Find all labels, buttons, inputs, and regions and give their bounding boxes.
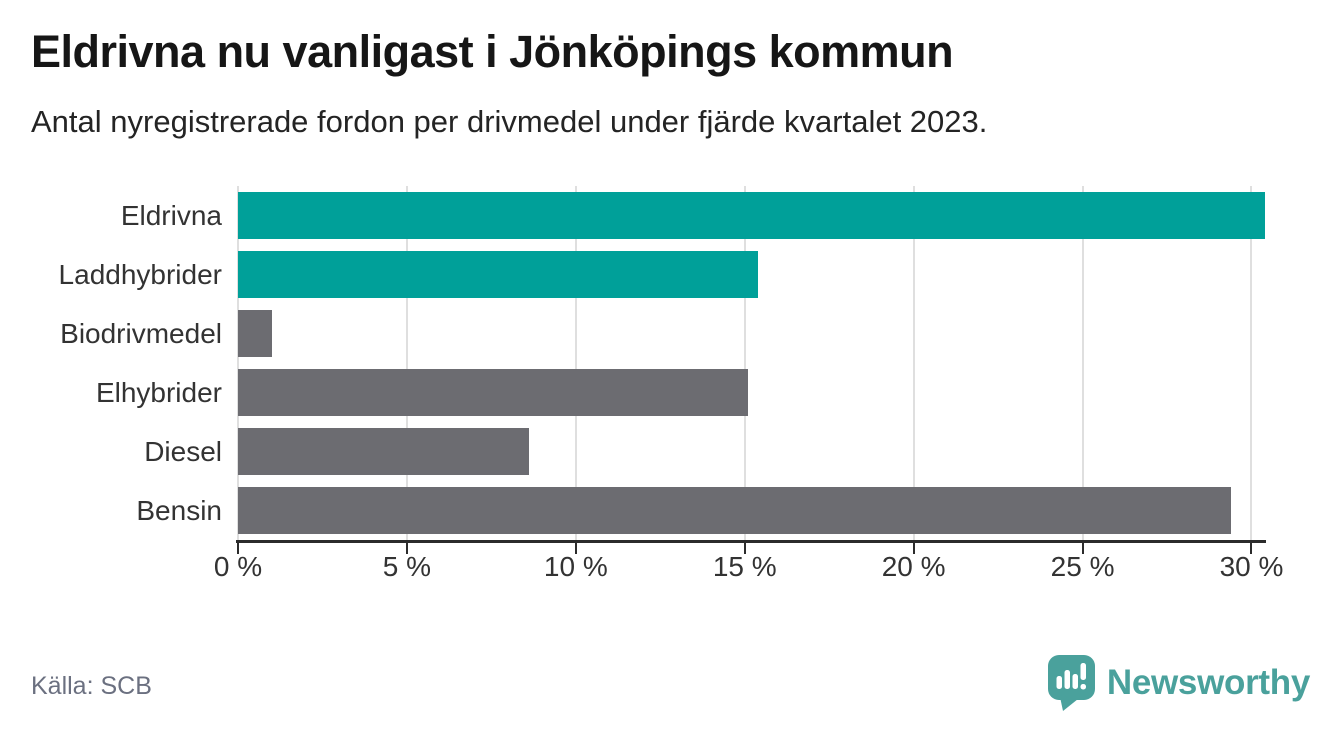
category-label: Bensin [136, 494, 222, 526]
tick-label: 20 % [881, 551, 946, 582]
tick-label: 15 % [712, 551, 777, 582]
gridline [237, 186, 239, 540]
gridline [912, 186, 915, 540]
category-label: Diesel [144, 435, 222, 467]
gridline [405, 186, 408, 540]
tick-mark [912, 543, 915, 554]
tick-label: 25 % [1050, 551, 1115, 582]
x-axis-line [236, 540, 1266, 543]
tick-mark [1081, 543, 1084, 554]
category-label: Laddhybrider [58, 258, 222, 290]
bar-chart-plot-area [237, 186, 1265, 540]
category-label: Elhybrider [95, 376, 222, 408]
gridline [1250, 186, 1253, 540]
tick-label: 10 % [543, 551, 608, 582]
source-label: Källa: SCB [31, 672, 152, 700]
category-label: Eldrivna [120, 199, 222, 231]
tick-label: 5 % [382, 551, 432, 582]
category-label: Biodrivmedel [60, 317, 222, 349]
newsworthy-logo: Newsworthy [1047, 654, 1310, 712]
page-title: Eldrivna nu vanligast i Jönköpings kommu… [31, 26, 954, 77]
tick-mark [237, 543, 239, 554]
newsworthy-bubble-chart-icon [1047, 655, 1095, 711]
tick-mark [743, 543, 746, 554]
tick-mark [405, 543, 408, 554]
bar-diesel [238, 428, 529, 475]
bar-bensin [238, 487, 1232, 534]
category-labels: Eldrivna Laddhybrider Biodrivmedel Elhybrid… [0, 186, 222, 540]
tick-mark [1250, 543, 1253, 554]
newsworthy-wordmark: Newsworthy [1106, 663, 1310, 702]
chart-subtitle: Antal nyregistrerade fordon per drivmede… [31, 104, 988, 139]
gridline [1081, 186, 1084, 540]
tick-label: 0 % [213, 551, 263, 582]
bar-eldrivna [238, 192, 1265, 239]
tick-label: 30 % [1219, 551, 1284, 582]
bar-laddhybrider [238, 251, 759, 298]
bar-elhybrider [238, 369, 749, 416]
gridline [743, 186, 746, 540]
gridline [574, 186, 577, 540]
bar-biodrivmedel [238, 310, 272, 357]
tick-mark [574, 543, 577, 554]
